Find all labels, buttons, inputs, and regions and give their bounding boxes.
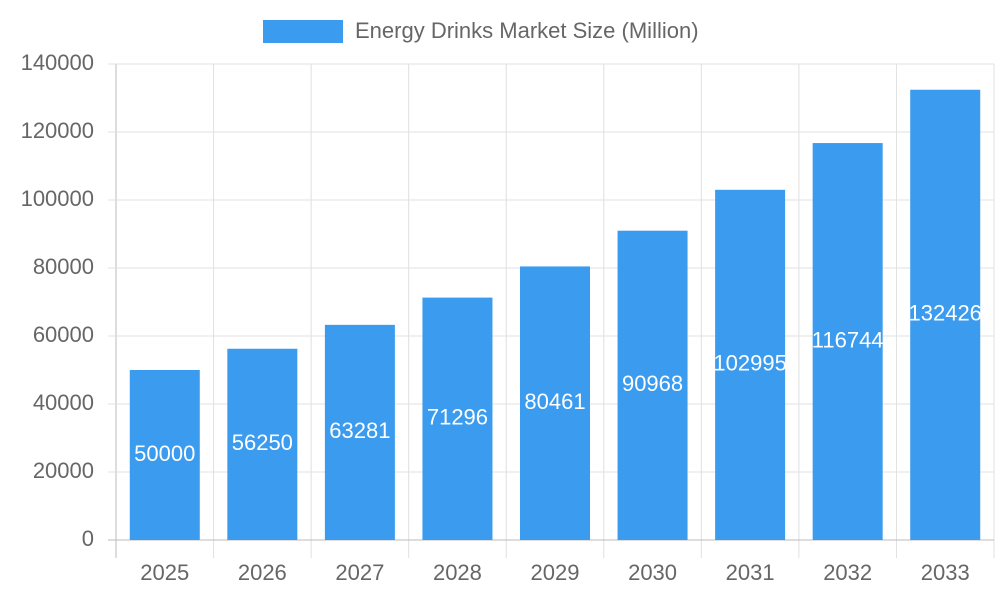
legend-swatch bbox=[263, 20, 343, 43]
y-tick-label: 80000 bbox=[33, 254, 94, 279]
y-tick-label: 40000 bbox=[33, 390, 94, 415]
bar bbox=[129, 370, 200, 540]
x-tick-label: 2033 bbox=[921, 560, 970, 585]
bar bbox=[715, 189, 786, 540]
bar bbox=[227, 348, 298, 540]
y-tick-label: 20000 bbox=[33, 458, 94, 483]
x-tick-label: 2031 bbox=[726, 560, 775, 585]
data-label: 71296 bbox=[427, 405, 488, 430]
data-label: 50000 bbox=[134, 441, 195, 466]
bar bbox=[422, 297, 493, 540]
bar bbox=[812, 143, 883, 540]
x-tick-label: 2032 bbox=[823, 560, 872, 585]
data-label: 63281 bbox=[329, 418, 390, 443]
x-tick-label: 2025 bbox=[140, 560, 189, 585]
data-label: 116744 bbox=[812, 327, 884, 352]
x-tick-label: 2029 bbox=[531, 560, 580, 585]
bar bbox=[617, 230, 688, 540]
y-tick-label: 0 bbox=[82, 526, 94, 551]
data-label: 102995 bbox=[713, 351, 786, 376]
x-tick-label: 2028 bbox=[433, 560, 482, 585]
x-tick-label: 2026 bbox=[238, 560, 287, 585]
y-tick-label: 60000 bbox=[33, 322, 94, 347]
bar bbox=[910, 89, 981, 541]
legend-label: Energy Drinks Market Size (Million) bbox=[355, 18, 699, 43]
data-label: 132426 bbox=[909, 301, 982, 326]
data-label: 80461 bbox=[524, 389, 585, 414]
y-tick-label: 140000 bbox=[21, 50, 94, 75]
data-label: 90968 bbox=[622, 371, 683, 396]
y-tick-label: 120000 bbox=[21, 118, 94, 143]
y-tick-label: 100000 bbox=[21, 186, 94, 211]
bar bbox=[520, 266, 590, 540]
x-tick-label: 2030 bbox=[628, 560, 677, 585]
bar bbox=[324, 324, 395, 540]
x-tick-label: 2027 bbox=[335, 560, 384, 585]
data-label: 56250 bbox=[232, 430, 293, 455]
